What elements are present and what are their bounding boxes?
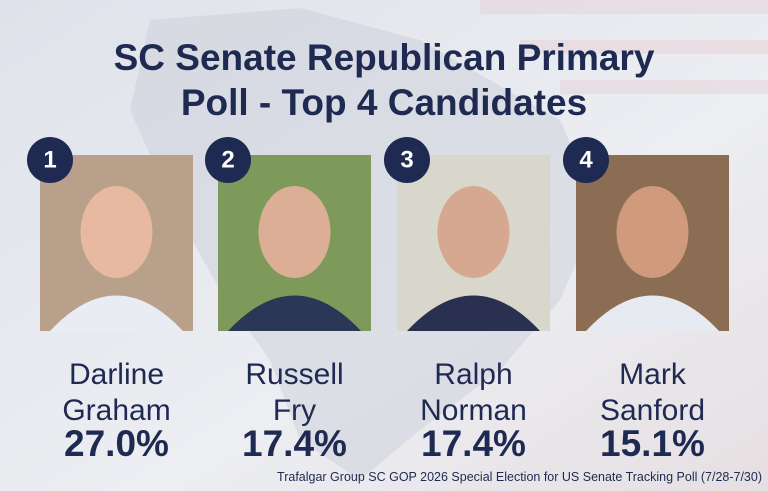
candidate-name: Russell bbox=[245, 358, 343, 391]
rank-badge bbox=[205, 137, 251, 183]
photo-body bbox=[228, 295, 361, 331]
candidates: 1DarlineGraham27.0%2RussellFry17.4%3Ralp… bbox=[27, 137, 729, 464]
title-line: Poll - Top 4 Candidates bbox=[181, 82, 587, 123]
rank-badge bbox=[563, 137, 609, 183]
rank-badge bbox=[27, 137, 73, 183]
candidate-name: Mark bbox=[619, 358, 687, 391]
photo-body bbox=[407, 295, 540, 331]
candidate-name: Darline bbox=[69, 358, 164, 391]
photo-body bbox=[586, 295, 719, 331]
candidate-name: Ralph bbox=[434, 358, 512, 391]
percent: 15.1% bbox=[600, 423, 705, 464]
candidate-name: Fry bbox=[273, 394, 316, 427]
photo-face bbox=[616, 186, 689, 278]
photo-face bbox=[258, 186, 331, 278]
source: Trafalgar Group SC GOP 2026 Special Elec… bbox=[277, 470, 762, 484]
rank: 1 bbox=[43, 147, 56, 174]
percent: 27.0% bbox=[64, 423, 169, 464]
percent: 17.4% bbox=[242, 423, 347, 464]
photo-face bbox=[437, 186, 510, 278]
rank: 4 bbox=[579, 147, 593, 174]
percent: 17.4% bbox=[421, 423, 526, 464]
photo-face bbox=[80, 186, 153, 278]
photo-body bbox=[50, 295, 183, 331]
candidate-name: Norman bbox=[420, 394, 527, 427]
title-line: SC Senate Republican Primary bbox=[114, 37, 655, 78]
candidate-name: Graham bbox=[62, 394, 170, 427]
flag-stripes bbox=[480, 0, 768, 94]
rank-badge bbox=[384, 137, 430, 183]
rank: 3 bbox=[400, 147, 413, 174]
rank: 2 bbox=[221, 147, 234, 174]
candidate-name: Sanford bbox=[600, 394, 705, 427]
